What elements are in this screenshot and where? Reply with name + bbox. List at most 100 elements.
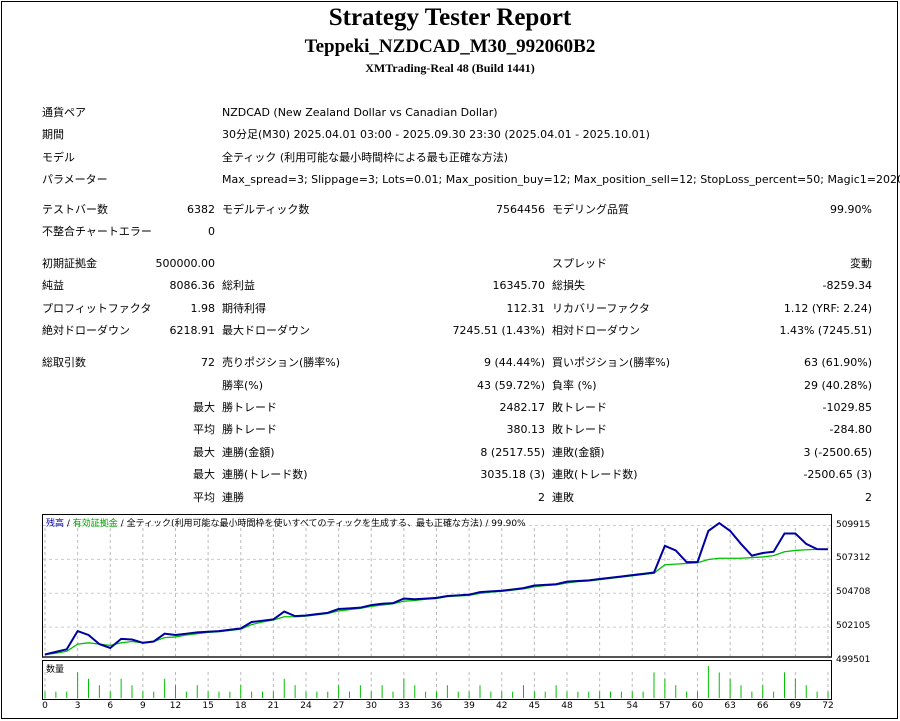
avg-consec-wins-label: 連勝 (222, 491, 244, 504)
legend-model: 全ティック(利用可能な最小時間枠を使いすべてのティックを生成する、最も正確な方法… (126, 519, 483, 529)
max-consec-profit-label: 連勝(トレード数) (222, 468, 308, 481)
quality-label: モデリング品質 (552, 203, 629, 216)
chart-legend: 残高 / 有効証拠金 / 全ティック(利用可能な最小時間枠を使いすべてのティック… (46, 516, 526, 529)
avg-win-label: 勝トレード (222, 423, 277, 436)
x-tick-label: 45 (528, 701, 541, 711)
info-label: 通貨ペア (42, 106, 86, 119)
largest-win-value: 2482.17 (499, 401, 546, 414)
info-label: モデル (42, 151, 75, 164)
avg-label: 平均 (193, 423, 215, 436)
avg-consec-losses-value: 2 (865, 491, 872, 504)
avg-win-value: 380.13 (506, 423, 546, 436)
x-tick-label: 27 (332, 701, 345, 711)
largest-loss-value: -1029.85 (822, 401, 872, 414)
pf-value: 1.98 (190, 302, 216, 315)
max-consec-losses-value: 3 (-2500.65) (803, 446, 872, 459)
deposit-label: 初期証拠金 (42, 257, 97, 270)
balance-line (44, 521, 829, 656)
y-tick-label: 502105 (836, 621, 871, 632)
x-tick-label: 51 (593, 701, 606, 711)
max-consec-loss-label: 連敗(トレード数) (552, 468, 638, 481)
x-tick-label: 39 (463, 701, 475, 711)
x-tick-label: 30 (365, 701, 377, 711)
deposit-value: 500000.00 (155, 257, 216, 270)
short-value: 9 (44.44%) (483, 356, 545, 369)
x-tick-label: 72 (822, 701, 834, 711)
net-label: 純益 (42, 279, 64, 292)
max-label: 最大 (193, 401, 215, 414)
legend-sep: / (117, 519, 127, 529)
max-dd-label: 最大ドローダウン (222, 324, 310, 337)
x-tick-label: 15 (202, 701, 214, 711)
avg-consec-wins-value: 2 (538, 491, 545, 504)
info-value: NZDCAD (New Zealand Dollar vs Canadian D… (222, 106, 498, 119)
max-consec-wins-label: 連勝(金額) (222, 446, 275, 459)
abs-dd-label: 絶対ドローダウン (42, 324, 130, 337)
x-tick-label: 21 (267, 701, 280, 711)
largest-loss-label: 敗トレード (552, 401, 607, 414)
errors-label: 不整合チャートエラー (42, 225, 152, 238)
loss-value: 29 (40.28%) (803, 379, 872, 392)
largest-win-label: 勝トレード (222, 401, 277, 414)
avg-loss-label: 敗トレード (552, 423, 607, 436)
x-tick-label: 6 (107, 701, 114, 711)
gross-profit-label: 総利益 (222, 279, 255, 292)
rel-dd-label: 相対ドローダウン (552, 324, 640, 337)
long-value: 63 (61.90%) (803, 356, 872, 369)
x-tick-label: 33 (398, 701, 410, 711)
rel-dd-value: 1.43% (7245.51) (779, 324, 872, 337)
x-tick-label: 48 (561, 701, 573, 711)
info-value: Max_spread=3; Slippage=3; Lots=0.01; Max… (222, 173, 900, 186)
info-label: 期間 (42, 128, 64, 141)
balance-chart (42, 514, 832, 658)
trades-value: 72 (201, 356, 215, 369)
legend-equity: 有効証拠金 (72, 519, 118, 529)
abs-dd-value: 6218.91 (169, 324, 216, 337)
x-tick-label: 24 (300, 701, 312, 711)
avg-label: 平均 (193, 491, 215, 504)
x-tick-label: 66 (757, 701, 769, 711)
legend-sep: / (64, 519, 73, 529)
expert-name: Teppeki_NZDCAD_M30_992060B2 (304, 36, 596, 57)
max-consec-wins-value: 8 (2517.55) (480, 446, 545, 459)
legend-quality: 99.90% (491, 519, 526, 529)
info-value: 30分足(M30) 2025.04.01 03:00 - 2025.09.30 … (222, 128, 650, 141)
expected-value: 112.31 (506, 302, 546, 315)
volume-label: 数量 (46, 665, 65, 675)
info-value: 全ティック (利用可能な最小時間枠による最も正確な方法) (222, 151, 509, 164)
spread-value: 変動 (850, 257, 872, 270)
gross-loss-label: 総損失 (552, 279, 585, 292)
bars-value: 6382 (187, 203, 215, 216)
x-tick-label: 69 (789, 701, 802, 711)
gross-loss-value: -8259.34 (822, 279, 872, 292)
legend-balance: 残高 (46, 519, 65, 529)
x-tick-label: 18 (235, 701, 247, 711)
x-tick-label: 36 (430, 701, 443, 711)
net-value: 8086.36 (169, 279, 216, 292)
win-label: 勝率(%) (222, 379, 264, 392)
quality-value: 99.90% (830, 203, 872, 216)
y-tick-label: 507312 (836, 553, 871, 564)
report-title: Strategy Tester Report (328, 4, 572, 31)
avg-loss-value: -284.80 (829, 423, 872, 436)
x-tick-label: 60 (691, 701, 704, 711)
errors-value: 0 (208, 225, 215, 238)
recovery-label: リカバリーファクタ (552, 302, 650, 315)
x-tick-label: 0 (42, 701, 48, 711)
volume-chart (42, 660, 832, 700)
bars-label: テストバー数 (42, 203, 108, 216)
recovery-value: 1.12 (YRF: 2.24) (783, 302, 872, 315)
pf-label: プロフィットファクタ (42, 302, 152, 315)
win-value: 43 (59.72%) (476, 379, 545, 392)
max-consec-profit-value: 3035.18 (3) (480, 468, 545, 481)
x-tick-label: 63 (724, 701, 736, 711)
max-label: 最大 (193, 468, 215, 481)
trades-label: 総取引数 (42, 356, 86, 369)
x-tick-label: 57 (659, 701, 671, 711)
max-dd-value: 7245.51 (1.43%) (452, 324, 545, 337)
max-label: 最大 (193, 446, 215, 459)
long-label: 買いポジション(勝率%) (552, 356, 671, 369)
info-label: パラメーター (42, 173, 108, 186)
